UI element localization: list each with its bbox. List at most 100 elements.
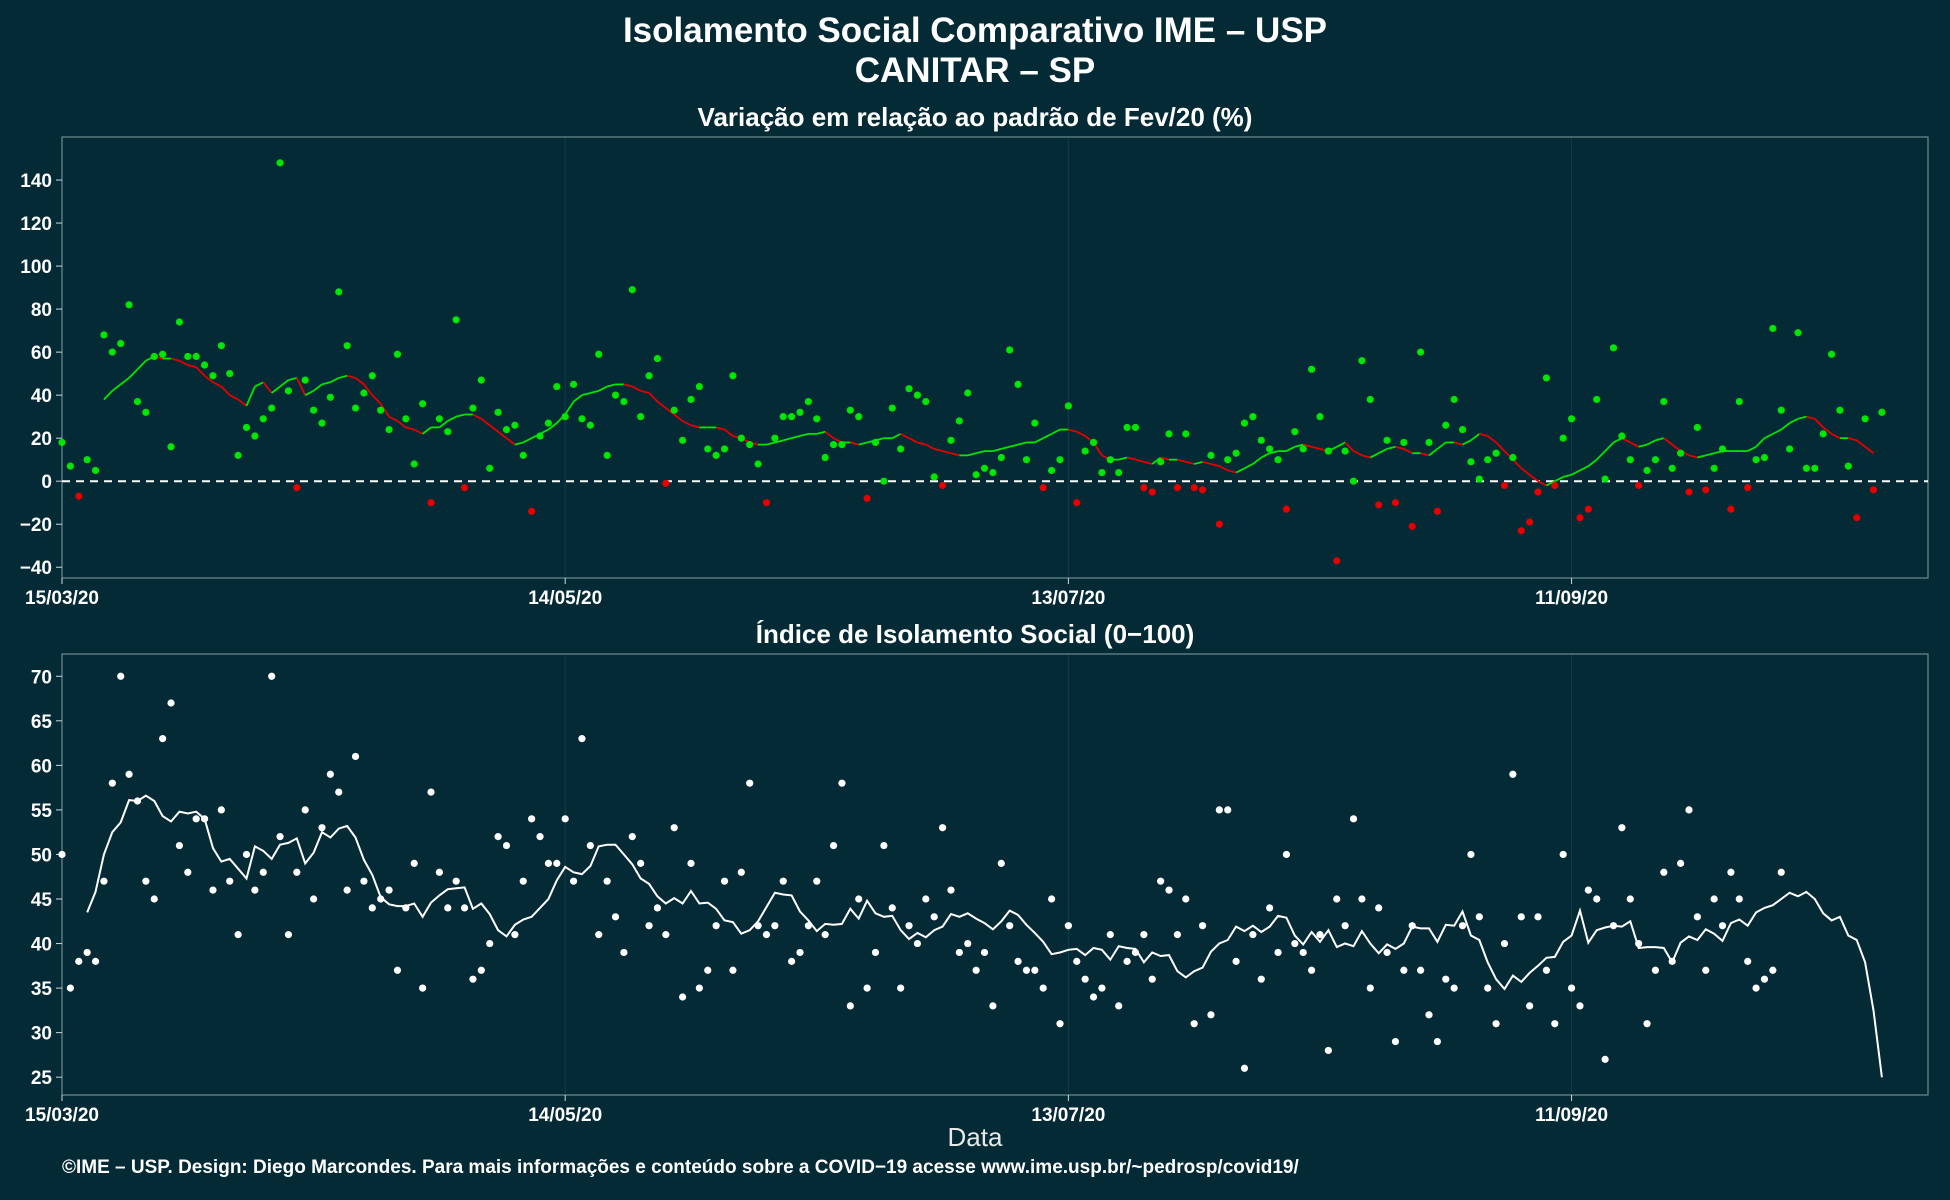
moving-average-segment	[723, 428, 734, 437]
moving-average-segment	[975, 450, 985, 455]
moving-average-segment	[1462, 439, 1472, 446]
moving-average-segment	[858, 441, 868, 446]
index-data-point	[1609, 922, 1618, 930]
variation-data-point	[1735, 398, 1743, 406]
variation-data-point	[410, 460, 418, 468]
index-data-point	[1282, 850, 1291, 859]
moving-average-segment	[824, 431, 835, 439]
index-data-point	[1291, 939, 1299, 948]
moving-average-segment	[1420, 452, 1430, 457]
index-data-point	[569, 877, 578, 885]
index-data-point	[670, 824, 678, 832]
index-data-point	[888, 904, 896, 912]
variation-data-point	[1115, 468, 1123, 477]
variation-data-point	[1727, 505, 1735, 513]
index-data-point	[427, 788, 435, 796]
variation-data-point	[519, 451, 527, 459]
variation-data-point	[444, 428, 452, 436]
moving-average-segment	[1076, 430, 1086, 437]
variation-data-point	[938, 481, 947, 490]
index-data-point	[75, 957, 83, 965]
variation-data-point	[1358, 357, 1366, 365]
variation-data-point	[1173, 484, 1182, 492]
variation-data-point	[1106, 456, 1114, 464]
variation-data-point	[1366, 395, 1374, 404]
index-data-point	[142, 877, 150, 885]
moving-average-segment	[623, 383, 633, 388]
moving-average-segment	[1135, 458, 1145, 463]
index-data-point	[628, 833, 636, 841]
index-data-point	[930, 913, 938, 921]
index-data-point	[91, 957, 100, 965]
variation-data-point	[913, 391, 922, 399]
index-data-point	[444, 904, 452, 912]
variation-data-point	[1383, 436, 1391, 444]
moving-average-segment	[850, 441, 859, 446]
variation-data-point	[611, 391, 620, 399]
moving-average-segment	[581, 392, 591, 397]
index-data-point	[1123, 957, 1131, 965]
x-axis-label: Data	[947, 1122, 1003, 1152]
variation-data-point	[603, 451, 611, 459]
index-y-tick-label: 60	[31, 756, 52, 777]
index-data-point	[1341, 922, 1349, 930]
index-data-point	[1299, 948, 1307, 957]
variation-data-point	[905, 385, 913, 393]
index-data-point	[947, 886, 955, 894]
index-data-point	[620, 948, 628, 957]
moving-average-segment	[1260, 452, 1271, 459]
variation-y-tick-label: 120	[20, 214, 52, 235]
index-plot-frame	[61, 653, 1929, 1096]
variation-data-point	[1022, 456, 1031, 464]
index-y-tick-label: 25	[31, 1068, 53, 1089]
index-data-point	[259, 868, 267, 876]
variation-data-point	[1752, 456, 1760, 464]
moving-average-segment	[1202, 460, 1212, 465]
index-data-point	[1073, 957, 1081, 965]
moving-average-segment	[791, 435, 801, 440]
moving-average-segment	[1244, 463, 1254, 470]
variation-data-point	[108, 348, 116, 356]
variation-x-tick-label: 14/05/20	[528, 588, 602, 609]
index-data-point	[1064, 922, 1072, 930]
variation-data-point	[469, 404, 477, 412]
index-data-point	[1182, 895, 1190, 903]
moving-average-segment	[992, 448, 1002, 452]
index-data-point	[1165, 886, 1173, 894]
moving-average-segment	[1772, 428, 1782, 435]
variation-data-point	[142, 408, 150, 416]
variation-data-point	[720, 445, 729, 453]
index-data-point	[1542, 966, 1551, 974]
moving-average-segment	[1042, 433, 1053, 439]
index-data-point	[83, 948, 91, 957]
index-y-tick-label: 35	[31, 979, 53, 1000]
variation-data-point	[1643, 466, 1651, 475]
index-y-tick-label: 45	[31, 890, 53, 911]
index-data-point	[1442, 975, 1450, 983]
index-data-point	[880, 841, 888, 850]
moving-average-segment	[1269, 450, 1279, 455]
moving-average-segment	[1051, 428, 1061, 435]
index-data-point	[989, 1002, 997, 1010]
variation-data-point	[1651, 456, 1660, 464]
variation-data-point	[1240, 419, 1249, 427]
index-data-point	[1517, 913, 1525, 921]
index-data-point	[519, 877, 527, 885]
index-data-point	[1651, 966, 1660, 974]
index-x-tick-label: 15/03/20	[25, 1105, 99, 1126]
index-data-point	[1198, 922, 1207, 930]
variation-data-point	[989, 468, 997, 477]
index-data-point	[410, 859, 418, 867]
index-data-point	[1433, 1037, 1441, 1046]
moving-average-segment	[371, 394, 382, 405]
index-data-point	[913, 939, 922, 948]
index-data-point	[871, 948, 880, 957]
moving-average-segment	[1185, 460, 1195, 465]
moving-average-segment	[1436, 441, 1447, 450]
variation-data-point	[1609, 344, 1618, 352]
variation-data-point	[385, 425, 393, 434]
moving-average-segment	[111, 383, 122, 392]
moving-average-segment	[279, 379, 289, 388]
variation-data-point	[695, 382, 703, 391]
moving-average-segment	[1252, 456, 1262, 465]
